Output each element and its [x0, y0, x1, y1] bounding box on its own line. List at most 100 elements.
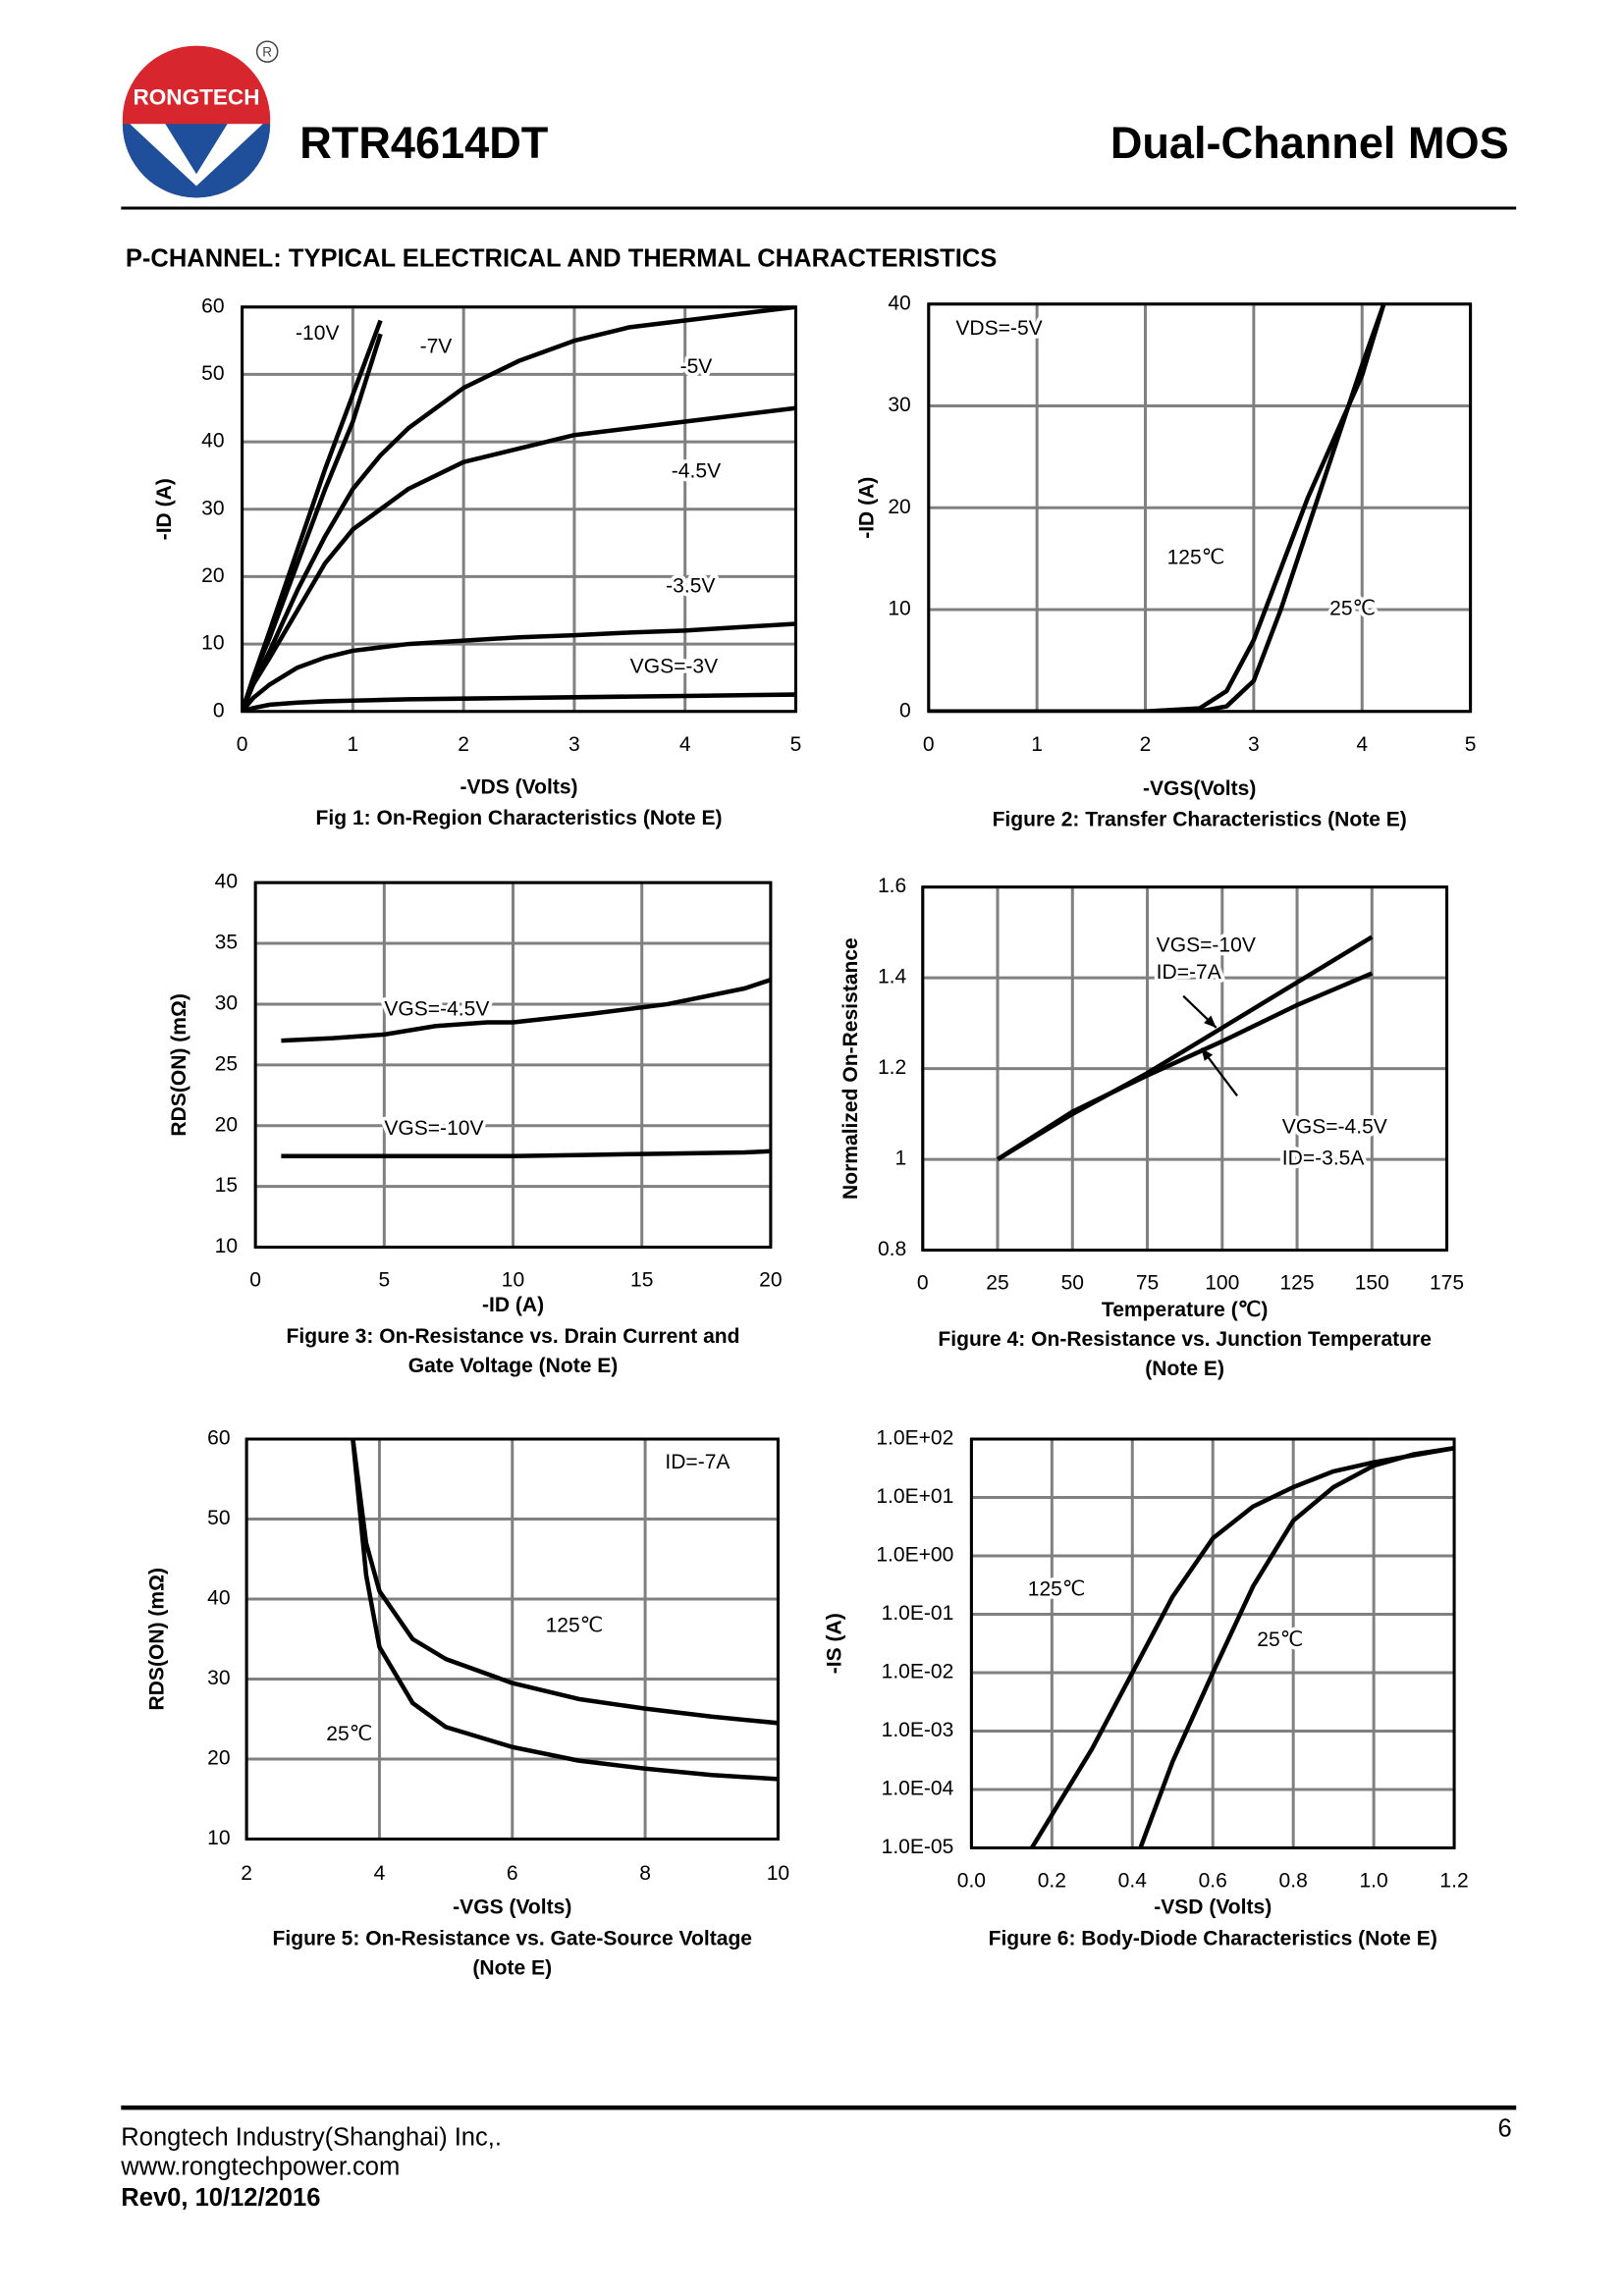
x-axis-title: -ID (A): [482, 1294, 544, 1316]
annotation: ID=-7A: [665, 1451, 730, 1473]
y-tick-label: 1.0E-04: [882, 1778, 954, 1800]
y-tick-label: 1.0E+01: [876, 1485, 953, 1508]
chart: 0 5 10 15 20 10 15 20 25 30 35 40 VGS=-4.5V VGS=-10V -…: [168, 871, 783, 1377]
y-tick-label: 0: [899, 699, 911, 721]
page-number: 6: [1497, 2114, 1511, 2142]
logo-text: RONGTECH: [133, 85, 259, 110]
curve: [242, 621, 796, 712]
footer-revision: Rev0, 10/12/2016: [121, 2184, 320, 2212]
x-tick-label: 5: [378, 1269, 390, 1292]
x-tick-label: 0.2: [1038, 1870, 1066, 1893]
x-tick-label: 4: [374, 1862, 386, 1885]
y-tick-label: 10: [201, 632, 224, 655]
y-tick-label: 1.0E-02: [882, 1661, 954, 1683]
annotation: VDS=-5V: [955, 317, 1042, 340]
y-tick-label: 40: [888, 292, 910, 314]
x-tick-label: 0.6: [1199, 1870, 1227, 1893]
curve: [281, 1148, 771, 1158]
series-label: VGS=-10V: [1157, 934, 1256, 956]
y-tick-label: 15: [215, 1174, 238, 1197]
y-tick-label: 30: [215, 992, 238, 1015]
y-axis-title: RDS(ON) (mΩ): [168, 993, 190, 1136]
x-tick-label: 4: [1356, 733, 1368, 756]
y-tick-label: 20: [201, 564, 224, 587]
x-tick-label: 5: [790, 733, 802, 756]
y-tick-label: 40: [215, 871, 238, 893]
y-tick-label: 60: [201, 294, 224, 317]
logo: RONGTECH R: [122, 40, 279, 198]
series-label: -10V: [296, 322, 339, 345]
chart-caption: Figure 6: Body-Diode Characteristics (No…: [989, 1927, 1437, 1949]
plot-frame: [921, 885, 1449, 1253]
logo-v: [130, 124, 263, 187]
series-label: -3.5V: [666, 574, 715, 597]
x-tick-label: 15: [630, 1269, 653, 1292]
series-label: 25℃: [1257, 1629, 1303, 1651]
curve: [242, 692, 796, 712]
curve: [996, 971, 1374, 1161]
y-tick-label: 0.8: [878, 1238, 906, 1260]
plot-frame: [244, 1437, 780, 1841]
x-tick-label: 0.0: [957, 1870, 986, 1893]
x-tick-label: 150: [1355, 1272, 1389, 1295]
y-axis-title: -IS (A): [824, 1613, 846, 1674]
chart: 0.0 0.2 0.4 0.6 0.8 1.0 1.2 1.0E-05 1.0E-04 1.0E-…: [824, 1427, 1469, 1950]
series-label: 125℃: [1167, 547, 1225, 569]
plot-frame: [253, 881, 773, 1250]
curve: [928, 303, 1386, 712]
chart-caption: Figure 5: On-Resistance vs. Gate-Source …: [273, 1927, 753, 1949]
series-label: VGS=-3V: [630, 656, 719, 678]
y-tick-label: 1.0E-03: [882, 1719, 954, 1741]
x-tick-label: 0: [237, 733, 248, 756]
curve: [242, 405, 796, 712]
plot-frame: [241, 305, 797, 714]
x-tick-label: 0.8: [1279, 1870, 1308, 1893]
y-axis-title: -ID (A): [153, 478, 176, 540]
x-tick-label: 0: [249, 1269, 261, 1292]
y-axis-title: Normalized On-Resistance: [839, 937, 862, 1200]
x-tick-label: 4: [679, 733, 691, 756]
series-label: 25℃: [1329, 598, 1376, 620]
x-axis-title: -VGS(Volts): [1143, 777, 1256, 800]
chart-caption: Fig 1: On-Region Characteristics (Note E…: [316, 807, 723, 829]
y-tick-label: 50: [207, 1507, 230, 1529]
x-tick-label: 8: [639, 1862, 651, 1885]
x-axis-title: -VGS (Volts): [453, 1896, 571, 1919]
curve: [281, 978, 771, 1043]
annotation: ID=-7A: [1157, 961, 1221, 984]
x-tick-label: 50: [1061, 1272, 1084, 1295]
x-axis-title: Temperature (℃): [1102, 1299, 1268, 1321]
chart: 0 1 2 3 4 50102030405060-10V-7V-5V-4.5V-3.5VV…: [153, 294, 801, 829]
y-tick-label: 0: [213, 699, 225, 721]
annotation: ID=-3.5A: [1282, 1148, 1365, 1170]
y-tick-label: 20: [888, 496, 910, 518]
x-tick-label: 0: [923, 733, 935, 756]
curve: [351, 1439, 779, 1782]
y-tick-label: 50: [201, 362, 224, 385]
registered-r: R: [262, 45, 272, 60]
x-tick-label: 10: [502, 1269, 524, 1292]
y-tick-label: 20: [215, 1113, 238, 1136]
x-tick-label: 125: [1279, 1272, 1314, 1295]
x-tick-label: 1.0: [1359, 1870, 1387, 1893]
section-title: P-CHANNEL: TYPICAL ELECTRICAL AND THERMA…: [126, 244, 998, 272]
y-tick-label: 1.6: [878, 875, 906, 897]
y-tick-label: 10: [207, 1827, 230, 1849]
x-tick-label: 5: [1465, 733, 1477, 756]
y-tick-label: 1.0E-01: [882, 1602, 954, 1625]
plot-frame: [969, 1437, 1456, 1850]
series-label: -5V: [680, 355, 713, 378]
y-tick-label: 30: [888, 394, 910, 416]
y-tick-label: 30: [201, 497, 224, 519]
y-tick-label: 1.0E+02: [876, 1427, 953, 1450]
footer-website: www.rongtechpower.com: [120, 2154, 400, 2181]
y-tick-label: 35: [215, 932, 238, 954]
x-tick-label: 3: [568, 733, 580, 756]
y-axis-title: RDS(ON) (mΩ): [145, 1568, 168, 1710]
x-tick-label: 2: [1140, 733, 1152, 756]
y-tick-label: 1: [895, 1148, 907, 1170]
y-tick-label: 20: [207, 1747, 230, 1770]
chart-caption: Gate Voltage (Note E): [408, 1355, 619, 1377]
